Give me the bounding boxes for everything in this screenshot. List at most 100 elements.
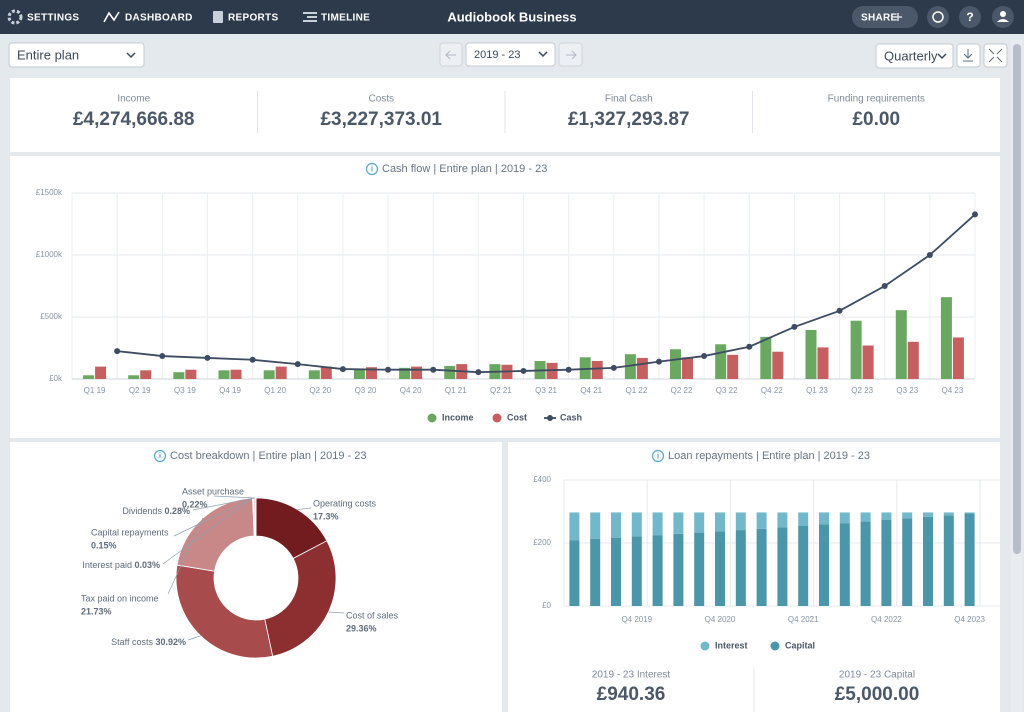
kpi-label: Funding requirements bbox=[828, 94, 925, 105]
legend-marker bbox=[770, 641, 780, 651]
cash-point bbox=[610, 364, 617, 371]
settings-icon[interactable] bbox=[7, 9, 23, 25]
bar-segment bbox=[694, 532, 705, 606]
compress-icon bbox=[988, 48, 1003, 63]
bar-segment bbox=[902, 518, 913, 606]
x-tick-label: Q2 21 bbox=[490, 386, 512, 395]
bar-segment bbox=[839, 523, 850, 606]
cash-line bbox=[117, 213, 976, 374]
bar-segment bbox=[735, 530, 746, 606]
donut-slice bbox=[264, 540, 337, 657]
x-tick-label: Q4 2021 bbox=[788, 615, 819, 624]
cash-point bbox=[881, 283, 888, 289]
scope-select[interactable] bbox=[8, 42, 145, 68]
slice-name: Interest paid bbox=[82, 560, 132, 570]
bar bbox=[399, 367, 411, 379]
interval-value[interactable]: Quarterly bbox=[884, 48, 938, 63]
timeline-icon[interactable] bbox=[303, 12, 317, 22]
bar bbox=[185, 369, 197, 379]
x-tick-label: Q1 22 bbox=[625, 386, 647, 395]
dashboard-icon[interactable] bbox=[103, 11, 120, 23]
slice-value: 0.22% bbox=[182, 499, 208, 509]
nav-settings[interactable]: SETTINGS bbox=[27, 13, 79, 24]
bar bbox=[275, 366, 287, 379]
info-icon-glyph: i bbox=[371, 165, 373, 174]
bar-segment bbox=[569, 540, 580, 606]
nav-reports[interactable]: REPORTS bbox=[228, 13, 278, 24]
x-tick-label: Q4 19 bbox=[219, 386, 241, 395]
share-label[interactable]: SHARE bbox=[861, 13, 898, 24]
bar-segment bbox=[923, 512, 933, 517]
legend-label: Interest bbox=[715, 640, 748, 650]
bar bbox=[263, 370, 275, 379]
x-tick-label: Q4 2019 bbox=[621, 615, 652, 624]
y-tick-label: £500k bbox=[40, 312, 63, 321]
bar-segment bbox=[902, 512, 913, 519]
share-button[interactable] bbox=[852, 6, 918, 28]
bar-segment bbox=[964, 512, 975, 514]
bar bbox=[940, 297, 952, 379]
scroll-thumb[interactable] bbox=[1013, 44, 1021, 554]
bar bbox=[772, 351, 784, 379]
cash-point bbox=[791, 323, 798, 330]
bar-segment bbox=[943, 515, 954, 606]
bar bbox=[230, 369, 242, 379]
bar bbox=[636, 357, 648, 379]
chart-title: Loan repayments | Entire plan | 2019 - 2… bbox=[668, 450, 870, 462]
bar-segment bbox=[631, 512, 642, 537]
cash-point bbox=[159, 353, 166, 360]
info-icon bbox=[651, 449, 665, 463]
bar-segment bbox=[923, 516, 933, 606]
chevron bbox=[126, 52, 136, 59]
cash-point bbox=[836, 307, 843, 314]
nav-timeline[interactable]: TIMELINE bbox=[321, 13, 370, 24]
bar-segment bbox=[777, 527, 788, 606]
cash-point bbox=[972, 211, 978, 218]
bar-segment bbox=[756, 528, 767, 606]
bar-segment bbox=[735, 512, 746, 531]
period-value[interactable]: 2019 - 23 bbox=[474, 49, 520, 61]
bar bbox=[715, 344, 727, 379]
bar-segment bbox=[715, 512, 725, 532]
y-tick-label: £1500k bbox=[36, 188, 63, 197]
bar bbox=[850, 320, 862, 379]
cash-point bbox=[926, 252, 933, 258]
slice-label: Cost of sales bbox=[346, 610, 399, 620]
history-button[interactable] bbox=[927, 6, 949, 28]
help-button[interactable] bbox=[959, 6, 981, 28]
compress-button[interactable] bbox=[983, 43, 1008, 68]
slice-value: 30.92% bbox=[155, 637, 186, 647]
history-icon bbox=[932, 11, 944, 23]
x-tick-label: Q4 23 bbox=[942, 386, 964, 395]
bar-segment bbox=[881, 512, 892, 521]
legend-label: Cash bbox=[560, 412, 582, 422]
bar-segment bbox=[777, 512, 788, 528]
x-tick-label: Q1 19 bbox=[84, 386, 106, 395]
bar bbox=[128, 375, 140, 379]
x-tick-label: Q4 2023 bbox=[954, 615, 985, 624]
slice-label: Staff costs 30.92% bbox=[111, 637, 186, 647]
x-tick-label: Q3 22 bbox=[716, 386, 738, 395]
chart-title: Cash flow | Entire plan | 2019 - 23 bbox=[382, 163, 547, 175]
x-tick-label: Q4 21 bbox=[580, 386, 602, 395]
period-select[interactable] bbox=[465, 42, 556, 67]
info-icon bbox=[365, 162, 379, 176]
bar bbox=[895, 310, 907, 379]
summary-label: 2019 - 23 Interest bbox=[592, 670, 671, 681]
reports-icon[interactable] bbox=[213, 11, 223, 23]
nav-dashboard[interactable]: DASHBOARD bbox=[125, 13, 193, 24]
bar-segment bbox=[819, 524, 829, 606]
scope-value[interactable]: Entire plan bbox=[17, 47, 79, 62]
bar-segment bbox=[652, 512, 663, 536]
bar bbox=[320, 366, 332, 379]
x-tick-label: Q2 19 bbox=[129, 386, 151, 395]
kpi-value: £3,227,373.01 bbox=[320, 109, 442, 130]
x-tick-label: Q1 23 bbox=[806, 386, 828, 395]
bar-segment bbox=[964, 513, 975, 606]
interval-select[interactable] bbox=[875, 43, 954, 69]
leader-line bbox=[328, 611, 345, 614]
slice-value: 0.15% bbox=[91, 540, 117, 550]
bar bbox=[817, 347, 829, 379]
bar-segment bbox=[673, 533, 684, 606]
bar bbox=[365, 367, 377, 379]
